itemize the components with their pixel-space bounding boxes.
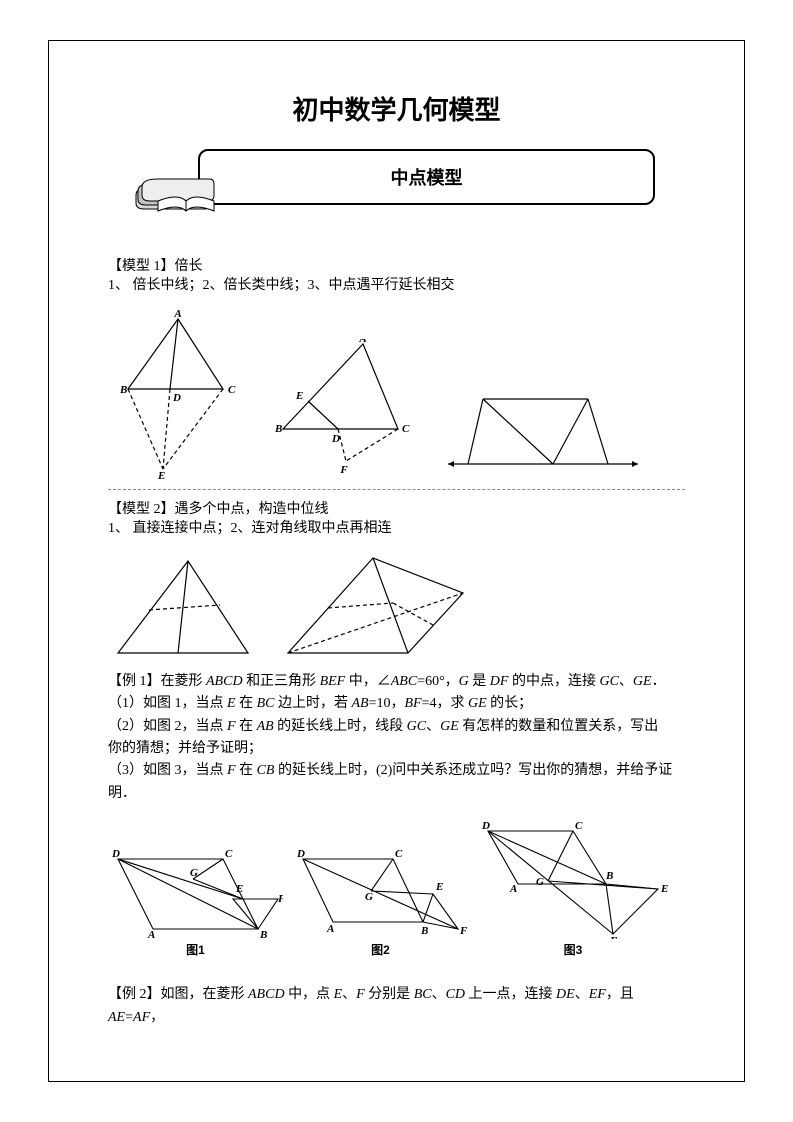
example1-p1: （1）如图 1，当点 E 在 BC 边上时，若 AB=10，BF=4，求 GE … <box>108 693 685 715</box>
svg-text:D: D <box>111 848 120 860</box>
example1-p2b: 你的猜想；并给予证明； <box>108 738 685 760</box>
ex1-fig1: D C A B E F G <box>108 844 283 939</box>
example1-p2: （2）如图 2，当点 F 在 AB 的延长线上时，线段 GC、GE 有怎样的数量… <box>108 716 685 738</box>
ex1-head: 【例 1】 <box>108 674 161 689</box>
separator-1 <box>108 489 685 490</box>
ex2-head: 【例 2】 <box>108 987 161 1002</box>
main-title: 初中数学几何模型 <box>108 90 685 127</box>
svg-text:G: G <box>365 891 373 903</box>
svg-text:F: F <box>459 925 468 937</box>
svg-text:B: B <box>420 925 428 937</box>
example1-intro: 【例 1】在菱形 ABCD 和正三角形 BEF 中，∠ABC=60°，G 是 D… <box>108 671 685 693</box>
model1-fig3 <box>438 379 648 479</box>
svg-text:F: F <box>277 893 283 905</box>
svg-text:F: F <box>339 464 348 476</box>
svg-text:D: D <box>331 433 340 445</box>
example2-line: 【例 2】如图，在菱形 ABCD 中，点 E、F 分别是 BC、CD 上一点，连… <box>108 984 685 1029</box>
model2-figB <box>278 553 478 663</box>
svg-text:C: C <box>228 384 236 396</box>
svg-text:A: A <box>326 923 334 935</box>
svg-text:A: A <box>358 339 366 345</box>
example1-figures: D C A B E F G 图1 <box>108 819 685 958</box>
svg-text:C: C <box>395 848 403 860</box>
ex1-fig2-caption: 图2 <box>293 941 468 958</box>
svg-text:E: E <box>235 883 243 895</box>
ex1-fig1-wrap: D C A B E F G 图1 <box>108 844 283 958</box>
model2-figA <box>108 553 258 663</box>
subtitle-text: 中点模型 <box>391 164 463 190</box>
svg-text:D: D <box>172 392 181 404</box>
model1-fig2: A B C D E F <box>268 339 418 479</box>
svg-text:E: E <box>435 881 443 893</box>
model1-fig1: A B C D E <box>108 309 248 479</box>
svg-text:B: B <box>259 929 267 939</box>
svg-text:F: F <box>609 935 618 939</box>
svg-text:C: C <box>575 820 583 832</box>
svg-text:E: E <box>157 470 165 479</box>
ex1-fig2-wrap: D C A B E F G 图2 <box>293 844 468 958</box>
svg-text:A: A <box>173 309 181 320</box>
svg-text:B: B <box>605 870 613 882</box>
svg-text:A: A <box>147 929 155 939</box>
subtitle-frame: 中点模型 <box>198 149 655 205</box>
svg-text:A: A <box>509 883 517 895</box>
svg-text:B: B <box>119 384 127 396</box>
svg-text:B: B <box>274 423 282 435</box>
svg-text:D: D <box>481 820 490 832</box>
subtitle-container: 中点模型 <box>108 145 685 225</box>
svg-text:C: C <box>402 423 410 435</box>
books-icon <box>128 163 238 218</box>
ex1-fig1-caption: 图1 <box>108 941 283 958</box>
model2-heading: 【模型 2】遇多个中点，构造中位线 <box>108 498 685 518</box>
model1-figures: A B C D E A B C D E F <box>108 309 685 479</box>
ex1-fig3: D C A B E F G <box>478 819 668 939</box>
ex1-fig2: D C A B E F G <box>293 844 468 939</box>
ex1-fig3-wrap: D C A B E F G 图3 <box>478 819 668 958</box>
svg-text:E: E <box>660 883 668 895</box>
model1-line: 1、 倍长中线；2、倍长类中线；3、中点遇平行延长相交 <box>108 275 685 297</box>
svg-text:G: G <box>536 876 544 888</box>
example1-p3: （3）如图 3，当点 F 在 CB 的延长线上时，(2)问中关系还成立吗？写出你… <box>108 760 685 782</box>
svg-text:D: D <box>296 848 305 860</box>
example1-p3b: 明． <box>108 783 685 805</box>
page-content: 初中数学几何模型 中点模型 【模型 1】倍长 1、 倍长中线；2、倍长类中线；3… <box>48 40 745 1082</box>
ex1-fig3-caption: 图3 <box>478 941 668 958</box>
model2-line: 1、 直接连接中点；2、连对角线取中点再相连 <box>108 518 685 540</box>
svg-text:C: C <box>225 848 233 860</box>
model2-figures <box>108 553 685 663</box>
svg-text:E: E <box>295 390 303 402</box>
svg-text:G: G <box>190 867 198 879</box>
model1-heading: 【模型 1】倍长 <box>108 255 685 275</box>
